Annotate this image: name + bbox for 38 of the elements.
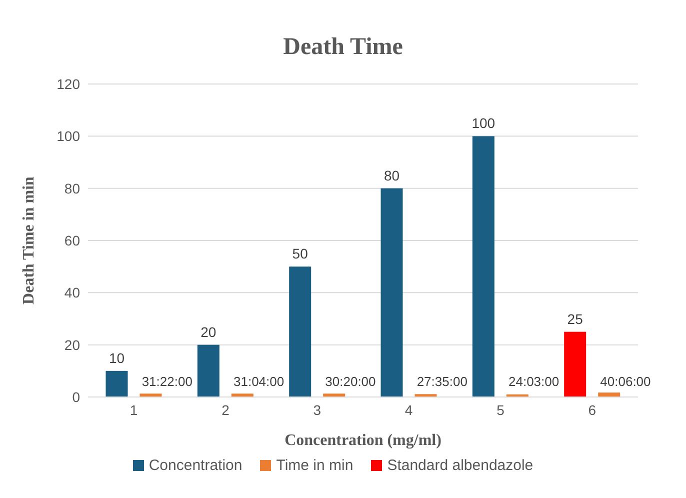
y-tick-label: 100	[56, 128, 80, 144]
y-tick-label: 80	[64, 180, 80, 196]
chart-title: Death Time	[282, 33, 404, 62]
annotation: 31:22:00	[142, 374, 192, 389]
x-tick-label: 5	[496, 402, 505, 418]
y-tick-label: 60	[64, 232, 80, 248]
bar	[564, 332, 586, 397]
annotation: 30:20:00	[325, 374, 376, 389]
y-tick-label: 40	[64, 284, 80, 301]
x-axis-title: Concentration (mg/ml)	[284, 432, 442, 449]
x-tick-label: 4	[404, 402, 413, 418]
annotation: 31:04:00	[234, 374, 284, 389]
y-tick-label: 20	[64, 336, 80, 353]
x-tick-label: 2	[222, 402, 230, 418]
data-label: 25	[567, 310, 584, 327]
data-label: 100	[472, 115, 496, 132]
legend-label: Time in min	[276, 457, 354, 474]
annotation: 40:06:00	[600, 374, 651, 389]
bar	[106, 370, 128, 397]
bar	[598, 392, 620, 397]
annotation: 27:35:00	[416, 374, 468, 389]
y-tick-label: 0	[72, 388, 80, 405]
bar	[289, 266, 312, 397]
y-tick-label: 120	[56, 76, 80, 92]
y-axis-title: Death Time in min	[20, 176, 38, 304]
x-tick-label: 1	[130, 402, 138, 418]
bar	[380, 188, 403, 397]
data-label: 80	[384, 167, 400, 184]
legend-label: Standard albendazole	[387, 457, 534, 474]
data-label: 50	[292, 246, 308, 262]
data-label: 20	[200, 324, 216, 340]
bar	[197, 344, 220, 397]
x-tick-label: 3	[313, 402, 322, 418]
x-tick-label: 6	[588, 402, 596, 418]
legend-label: Concentration	[148, 457, 242, 474]
annotation: 24:03:00	[508, 374, 560, 389]
bar	[472, 136, 494, 397]
data-label: 10	[108, 350, 125, 366]
